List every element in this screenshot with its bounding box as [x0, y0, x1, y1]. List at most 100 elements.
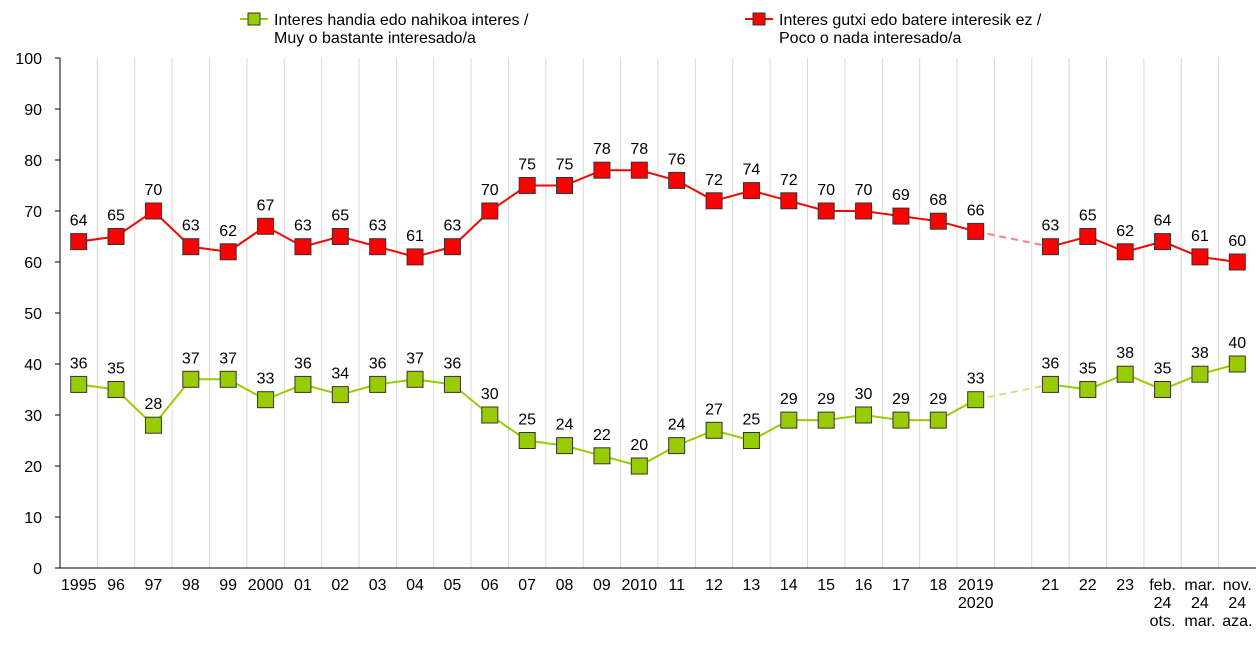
- data-label: 67: [257, 197, 275, 214]
- data-label: 70: [145, 182, 163, 199]
- marker: [892, 411, 910, 429]
- marker: [817, 202, 835, 220]
- marker: [1116, 243, 1134, 261]
- x-tick-label: 07: [518, 577, 536, 594]
- data-label: 35: [1154, 361, 1172, 378]
- data-label: 72: [705, 172, 723, 189]
- marker: [1228, 253, 1246, 271]
- data-label: 36: [1042, 355, 1060, 372]
- data-label: 40: [1228, 335, 1246, 352]
- marker: [1154, 381, 1172, 398]
- data-label: 72: [780, 172, 798, 189]
- marker: [107, 228, 125, 245]
- data-label: 63: [1042, 218, 1060, 235]
- marker: [369, 238, 387, 256]
- x-tick-label: 99: [219, 577, 237, 594]
- data-label: 78: [630, 141, 648, 158]
- marker: [556, 177, 574, 194]
- x-tick-label: 21: [1042, 577, 1060, 594]
- x-tick-label: feb. 24 ots.: [1149, 577, 1176, 630]
- marker: [929, 212, 947, 230]
- x-tick-label: 16: [855, 577, 873, 594]
- marker: [1079, 381, 1097, 398]
- x-tick-label: 96: [107, 577, 125, 594]
- y-tick-label: 100: [15, 51, 42, 68]
- marker: [556, 437, 574, 455]
- data-label: 70: [817, 182, 835, 199]
- data-label: 60: [1228, 233, 1246, 250]
- y-tick-label: 50: [24, 306, 42, 323]
- marker: [817, 411, 835, 429]
- data-label: 22: [593, 427, 611, 444]
- marker: [1228, 355, 1246, 373]
- data-label: 66: [967, 202, 985, 219]
- data-label: 35: [1079, 361, 1097, 378]
- y-tick-label: 0: [33, 561, 42, 578]
- data-label: 29: [892, 391, 910, 408]
- data-label: 63: [294, 218, 312, 235]
- data-label: 30: [481, 386, 499, 403]
- data-label: 36: [444, 355, 462, 372]
- x-tick-label: 15: [817, 577, 835, 594]
- data-label: 65: [331, 208, 349, 225]
- marker: [107, 381, 125, 398]
- data-label: 29: [929, 391, 947, 408]
- data-label: 33: [257, 371, 275, 388]
- marker: [1154, 233, 1172, 251]
- y-tick-label: 40: [24, 357, 42, 374]
- x-tick-label: 98: [182, 577, 200, 594]
- marker: [481, 202, 499, 220]
- marker: [780, 192, 798, 210]
- marker: [668, 437, 686, 455]
- x-tick-label: 08: [556, 577, 574, 594]
- marker: [518, 432, 536, 449]
- data-label: 24: [556, 417, 574, 434]
- data-label: 75: [556, 157, 574, 174]
- x-tick-label: 23: [1116, 577, 1134, 594]
- x-tick-label: 2019 2020: [958, 577, 994, 612]
- x-tick-label: 03: [369, 577, 387, 594]
- data-label: 33: [967, 371, 985, 388]
- data-label: 37: [219, 350, 237, 367]
- marker: [70, 233, 88, 251]
- marker: [257, 217, 275, 235]
- data-label: 38: [1191, 345, 1209, 362]
- data-label: 69: [892, 187, 910, 204]
- data-label: 25: [518, 412, 536, 429]
- marker: [967, 222, 985, 240]
- y-tick-label: 70: [24, 204, 42, 221]
- data-label: 20: [630, 437, 648, 454]
- marker: [668, 171, 686, 189]
- marker: [892, 207, 910, 225]
- marker: [70, 375, 88, 393]
- x-tick-label: 97: [145, 577, 163, 594]
- marker: [1191, 248, 1209, 266]
- marker: [630, 161, 648, 179]
- x-tick-label: 01: [294, 577, 312, 594]
- y-tick-label: 60: [24, 255, 42, 272]
- marker: [331, 386, 349, 404]
- data-label: 64: [70, 213, 88, 230]
- data-label: 25: [743, 412, 761, 429]
- data-label: 63: [369, 218, 387, 235]
- marker: [855, 202, 873, 220]
- x-tick-label: 12: [705, 577, 723, 594]
- data-label: 64: [1154, 213, 1172, 230]
- x-tick-label: 1995: [61, 577, 97, 594]
- data-label: 61: [406, 228, 424, 245]
- marker: [705, 192, 723, 210]
- x-tick-label: 2010: [622, 577, 658, 594]
- marker: [182, 370, 200, 388]
- legend-marker: [752, 12, 766, 26]
- x-tick-label: 09: [593, 577, 611, 594]
- marker: [1191, 365, 1209, 383]
- x-tick-label: 04: [406, 577, 424, 594]
- x-tick-label: 14: [780, 577, 798, 594]
- marker: [855, 406, 873, 424]
- marker: [331, 228, 349, 245]
- marker: [1041, 375, 1059, 393]
- data-label: 29: [817, 391, 835, 408]
- data-label: 36: [294, 355, 312, 372]
- marker: [406, 370, 424, 388]
